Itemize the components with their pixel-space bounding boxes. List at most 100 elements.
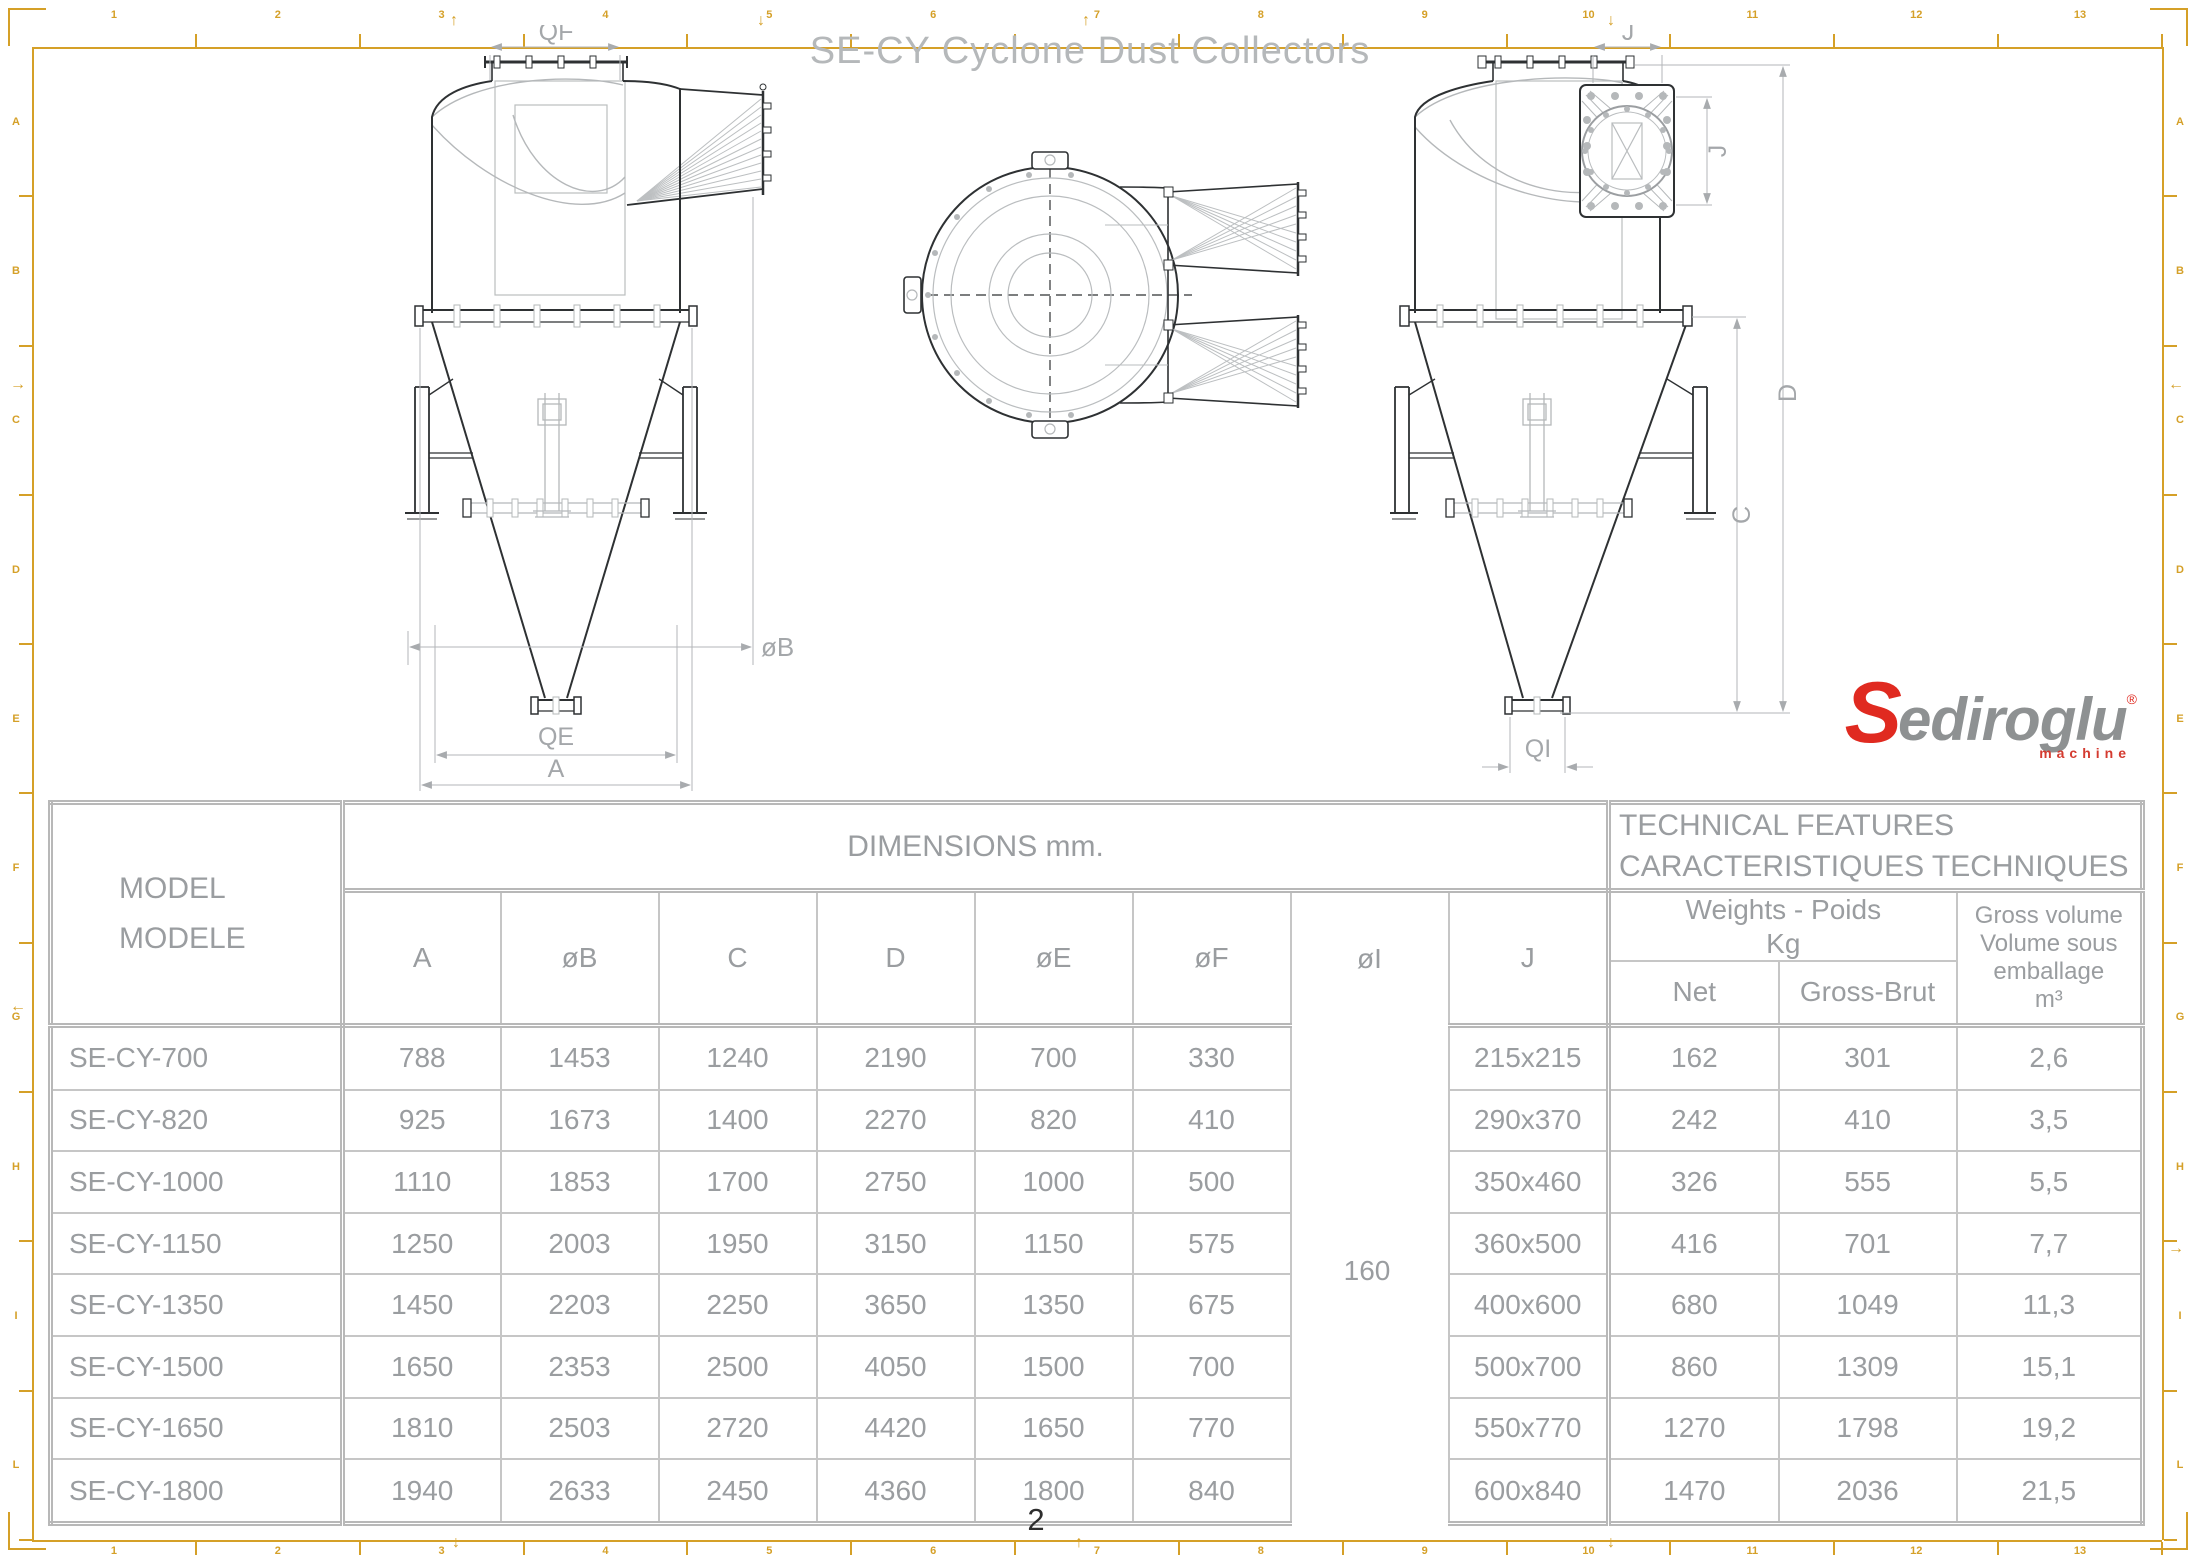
volume-header: Gross volume Volume sous emballage m³ bbox=[1955, 889, 2144, 1028]
ruler-segment: 11 bbox=[1670, 0, 1836, 47]
page-number: 2 bbox=[1027, 1502, 1045, 1537]
model-cell: SE-CY-1650 bbox=[49, 1396, 345, 1461]
model-cell: SE-CY-1000 bbox=[49, 1150, 345, 1214]
dim-of-cell: 575 bbox=[1131, 1211, 1292, 1276]
ruler-number: 5 bbox=[766, 8, 773, 21]
ruler-segment: G bbox=[0, 943, 32, 1094]
dim-ob-cell: 2633 bbox=[499, 1458, 660, 1525]
dim-of-cell: 410 bbox=[1131, 1088, 1292, 1153]
gross-weight-cell: 1798 bbox=[1777, 1396, 1958, 1461]
fold-mark-down-icon: ↓ bbox=[1607, 1534, 1615, 1551]
dim-oi-cell bbox=[1289, 1089, 1450, 1152]
net-weight-cell: 242 bbox=[1607, 1088, 1780, 1153]
ruler-tick bbox=[1505, 1542, 1508, 1555]
support-legs bbox=[405, 378, 707, 520]
ruler-segment: F bbox=[0, 793, 32, 944]
ruler-segment: 9 bbox=[1343, 0, 1508, 47]
volume-cell: 15,1 bbox=[1955, 1334, 2144, 1399]
ruler-number: 1 bbox=[110, 1545, 117, 1556]
dim-oi-cell bbox=[1289, 1025, 1450, 1090]
ruler-tick bbox=[1177, 1542, 1180, 1555]
center-support-column bbox=[533, 393, 571, 518]
ruler-segment: 7 bbox=[1015, 0, 1180, 47]
ruler-number: 4 bbox=[602, 1545, 609, 1556]
ruler-letter: E bbox=[12, 712, 20, 725]
ruler-tick bbox=[1014, 34, 1017, 47]
fold-mark-left-icon: ← bbox=[10, 998, 26, 1015]
ruler-tick bbox=[1997, 34, 2000, 47]
inlet-neck bbox=[491, 63, 624, 81]
fold-mark-up-icon: ↑ bbox=[1082, 12, 1090, 29]
dim-d-cell: 3150 bbox=[815, 1211, 976, 1276]
ruler-tick bbox=[2164, 941, 2177, 944]
oi-merged-value: 160 bbox=[1343, 1255, 1391, 1286]
dim-of-cell: 675 bbox=[1131, 1273, 1292, 1337]
ruler-tick bbox=[686, 1542, 689, 1555]
model-cell: SE-CY-700 bbox=[49, 1024, 345, 1091]
ruler-segment: D bbox=[2164, 495, 2194, 646]
table-row: SE-CY-1800 1940 2633 2450 4360 1800 840 … bbox=[49, 1458, 2144, 1525]
ruler-letter: G bbox=[11, 1011, 21, 1024]
left-ruler: A B C D E F G H I L bbox=[0, 47, 34, 1541]
duct-hatch-lines bbox=[1171, 187, 1297, 403]
ruler-tick bbox=[19, 1538, 32, 1541]
net-weight-cell: 860 bbox=[1607, 1334, 1780, 1399]
dim-of-cell: 500 bbox=[1131, 1150, 1292, 1214]
dimension-qi bbox=[1482, 717, 1593, 773]
ruler-tick bbox=[358, 34, 361, 47]
dim-oe-cell: 1800 bbox=[973, 1458, 1134, 1525]
dim-d-cell: 2750 bbox=[815, 1150, 976, 1214]
flange-bolt-dots bbox=[1582, 92, 1672, 210]
dimension-label-qi: QI bbox=[1525, 735, 1551, 763]
gross-weight-cell: 701 bbox=[1777, 1211, 1958, 1276]
model-cell: SE-CY-1800 bbox=[49, 1458, 345, 1525]
outlet-hatch-lines bbox=[636, 98, 762, 202]
ruler-letter: L bbox=[2176, 1459, 2184, 1472]
ruler-tick bbox=[1341, 1542, 1344, 1555]
dimension-label-j-side: J bbox=[1704, 145, 1732, 158]
ruler-segment: 7 bbox=[1015, 1542, 1180, 1556]
dim-j-cell: 600x840 bbox=[1447, 1458, 1612, 1525]
ruler-segment: G bbox=[2164, 943, 2194, 1094]
ruler-segment: 5 bbox=[687, 0, 853, 47]
ruler-segment: 11 bbox=[1670, 1542, 1836, 1556]
dim-d-cell: 3650 bbox=[815, 1273, 976, 1337]
net-weight-cell: 680 bbox=[1607, 1273, 1780, 1337]
ruler-segment: 4 bbox=[524, 0, 689, 47]
side-view-drawing: J J D C QI bbox=[1390, 18, 1840, 795]
ruler-number: 1 bbox=[110, 8, 117, 21]
ruler-letter: A bbox=[12, 115, 20, 128]
ruler-letter: D bbox=[2176, 563, 2184, 576]
ruler-tick bbox=[19, 792, 32, 795]
table-row: SE-CY-1150 1250 2003 1950 3150 1150 575 … bbox=[49, 1211, 2144, 1276]
ruler-tick bbox=[358, 1542, 361, 1555]
ruler-tick bbox=[2160, 34, 2163, 47]
bottom-outlet-flange bbox=[1504, 696, 1571, 715]
ruler-number: 2 bbox=[274, 1545, 281, 1556]
ruler-segment: 13 bbox=[1998, 1542, 2163, 1556]
ruler-segment: 6 bbox=[851, 1542, 1017, 1556]
ruler-tick bbox=[1997, 1542, 2000, 1555]
dim-oi-cell bbox=[1289, 1274, 1450, 1336]
weights-header: Weights - Poids Kg bbox=[1607, 889, 1958, 963]
table-row: SE-CY-1500 1650 2353 2500 4050 1500 700 … bbox=[49, 1334, 2144, 1399]
right-ruler: A B C D E F G H I L bbox=[2162, 47, 2194, 1541]
dim-d-cell: 2270 bbox=[815, 1088, 976, 1153]
ruler-segment: 4 bbox=[524, 1542, 689, 1556]
ruler-segment: 6 bbox=[851, 0, 1017, 47]
dim-j-cell: 350x460 bbox=[1447, 1150, 1612, 1214]
ruler-tick bbox=[2164, 1538, 2177, 1541]
volume-cell: 2,6 bbox=[1955, 1024, 2144, 1091]
dim-oe-cell: 1150 bbox=[973, 1211, 1134, 1276]
ruler-letter: C bbox=[12, 414, 20, 427]
ruler-number: 9 bbox=[1421, 1545, 1428, 1556]
mid-flange-ring bbox=[1399, 304, 1693, 328]
logo-wordmark: ediroglu bbox=[1898, 686, 2128, 754]
fold-mark-down-icon: ↓ bbox=[757, 12, 765, 29]
ruler-tick bbox=[1014, 1542, 1017, 1555]
dim-j-cell: 400x600 bbox=[1447, 1273, 1612, 1337]
dim-c-cell: 1400 bbox=[657, 1088, 818, 1153]
ruler-segment: L bbox=[0, 1391, 32, 1541]
dim-oe-cell: 700 bbox=[973, 1024, 1134, 1091]
dim-ob-cell: 2503 bbox=[499, 1396, 660, 1461]
